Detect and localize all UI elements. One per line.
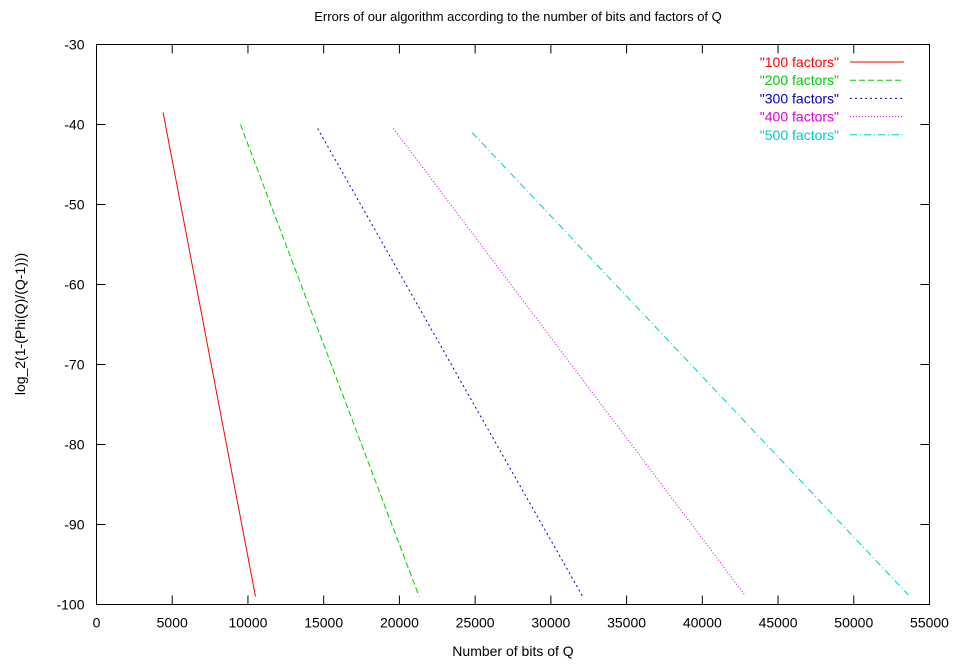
series-line [393, 128, 746, 596]
legend-label: "300 factors" [760, 90, 839, 106]
y-tick-label: -90 [64, 517, 84, 533]
legend-label: "100 factors" [760, 54, 839, 70]
series-line [162, 112, 256, 597]
legend: "100 factors" "200 factors" "300 factors" "… [760, 54, 904, 143]
y-tick-label: -30 [64, 37, 84, 53]
x-tick-label: 20000 [380, 615, 419, 631]
legend-label: "400 factors" [760, 109, 839, 125]
y-tick-label: -50 [64, 197, 84, 213]
x-tick-label: 10000 [228, 615, 267, 631]
chart-title: Errors of our algorithm according to the… [314, 9, 722, 24]
x-axis-label: Number of bits of Q [452, 643, 573, 659]
x-tick-label: 55000 [910, 615, 949, 631]
x-tick-label: 15000 [304, 615, 343, 631]
x-tick-label: 5000 [157, 615, 188, 631]
x-tick-label: 0 [93, 615, 101, 631]
legend-label: "200 factors" [760, 72, 839, 88]
y-tick-label: -80 [64, 437, 84, 453]
axis-ticks: 0 5000 10000 15000 20000 25000 30000 35000 40000… [56, 37, 949, 631]
x-tick-label: 50000 [834, 615, 873, 631]
series-line [317, 128, 584, 597]
y-tick-label: -40 [64, 117, 84, 133]
x-tick-label: 40000 [683, 615, 722, 631]
x-tick-label: 35000 [607, 615, 646, 631]
x-tick-label: 30000 [531, 615, 570, 631]
y-tick-label: -60 [64, 277, 84, 293]
x-tick-label: 25000 [456, 615, 495, 631]
legend-label: "500 factors" [760, 127, 839, 143]
y-tick-label: -70 [64, 357, 84, 373]
series-line [239, 124, 420, 597]
y-axis-label: log_2(1-(Phi(Q)/(Q-1))) [12, 253, 28, 395]
plot-frame [96, 44, 930, 605]
series-lines [162, 112, 909, 597]
series-line [471, 132, 909, 596]
x-tick-label: 45000 [759, 615, 798, 631]
y-tick-label: -100 [56, 597, 84, 613]
